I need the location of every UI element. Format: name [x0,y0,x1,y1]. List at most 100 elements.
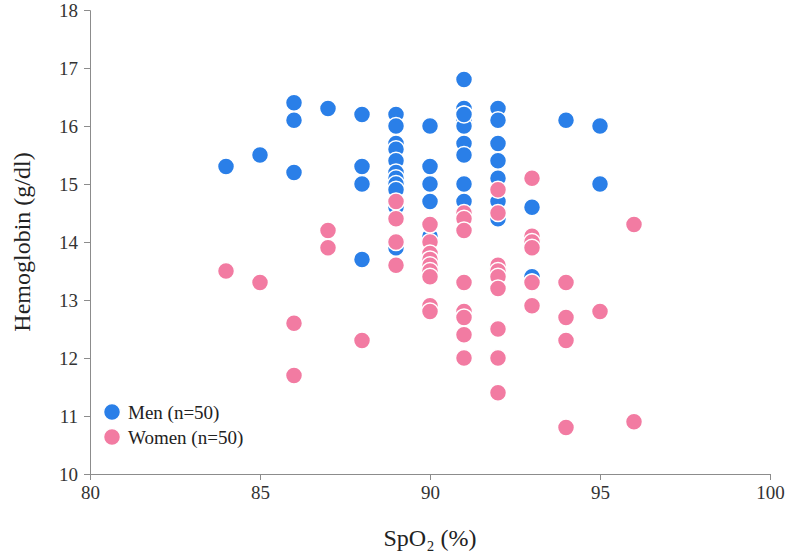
y-tick-label: 16 [59,116,78,137]
y-tick-label: 13 [59,290,78,311]
y-tick: 15 [59,174,90,195]
point [456,71,473,88]
point [524,274,541,291]
x-tick-label: 100 [756,482,785,503]
legend-label: Men (n=50) [128,402,219,424]
point [558,274,575,291]
point [286,164,303,181]
y-tick-mark [84,474,90,475]
legend-label: Women (n=50) [128,427,243,449]
point [456,147,473,164]
y-tick-mark [84,68,90,69]
point [456,274,473,291]
y-tick-mark [84,184,90,185]
point [388,210,405,227]
y-tick: 14 [59,232,90,253]
y-tick-label: 12 [59,348,78,369]
y-tick-mark [84,242,90,243]
y-tick: 18 [59,0,90,21]
point [456,106,473,123]
point [490,135,507,152]
point [354,106,371,123]
y-tick-mark [84,10,90,11]
point [524,297,541,314]
x-tick-label: 95 [591,482,610,503]
point [456,309,473,326]
y-tick: 10 [59,464,90,485]
point [490,205,507,222]
point [524,199,541,216]
point [490,350,507,367]
point [388,193,405,210]
y-tick-label: 17 [59,58,78,79]
point [286,315,303,332]
point [252,147,269,164]
y-tick-mark [84,300,90,301]
point [558,309,575,326]
point [422,118,439,135]
point [422,193,439,210]
y-tick: 16 [59,116,90,137]
point [592,118,609,135]
series [218,170,643,436]
y-tick-label: 11 [60,406,78,427]
point [388,257,405,274]
point [558,112,575,129]
points [218,71,643,436]
point [456,326,473,343]
x-tick: 95 [591,474,610,503]
point [456,350,473,367]
legend-item: Men (n=50) [104,402,220,424]
point [218,158,235,175]
point [524,274,541,291]
chart: 80 85 90 95 100 10 11 12 13 14 15 16 17 18 Men (n=50) W… [0,0,787,560]
point [422,158,439,175]
y-tick-mark [84,126,90,127]
point [490,384,507,401]
x-tick: 80 [81,474,100,503]
x-tick-mark [600,474,601,480]
point [354,176,371,193]
point [490,112,507,129]
point [490,152,507,169]
point [388,234,405,251]
point [490,135,507,152]
y-tick-label: 15 [59,174,78,195]
point [592,303,609,320]
point [490,321,507,338]
point [354,332,371,349]
point [490,181,507,198]
point [218,263,235,280]
x-tick: 90 [421,474,440,503]
point [592,176,609,193]
series [218,71,609,291]
y-tick-label: 14 [59,232,79,253]
x-axis-line [91,475,771,481]
point [422,268,439,285]
point [320,239,337,256]
y-axis-title: Hemoglobin (g/dl) [9,152,35,331]
x-tick-label: 85 [251,482,270,503]
x-tick-label: 90 [421,482,440,503]
point [354,158,371,175]
point [524,170,541,187]
legend-item: Women (n=50) [104,427,244,449]
point [320,222,337,239]
y-axis-line [84,11,91,475]
point [286,94,303,111]
y-tick-mark [84,416,90,417]
point [456,106,473,123]
x-tick-label: 80 [81,482,100,503]
y-tick-label: 18 [59,0,78,21]
point [626,216,643,233]
x-tick-mark [770,474,771,480]
point [320,100,337,117]
point [490,280,507,297]
point [252,274,269,291]
y-tick: 12 [59,348,90,369]
point [286,112,303,129]
legend-marker [104,429,121,446]
x-tick-mark [430,474,431,480]
x-axis: 80 85 90 95 100 [81,474,785,503]
point [558,332,575,349]
